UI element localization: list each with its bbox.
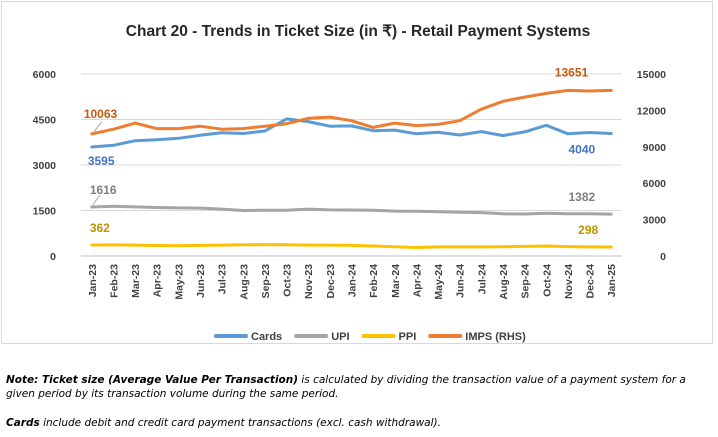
x-tick-label: Aug-23 (238, 264, 250, 300)
note-cards: Cards include debit and credit card paym… (6, 416, 712, 430)
x-tick-label: Jan-24 (347, 264, 359, 297)
x-tick-label: Sep-24 (520, 264, 532, 299)
data-label-start: 1616 (90, 183, 117, 197)
data-label-end: 298 (578, 223, 598, 237)
data-label-end: 4040 (568, 142, 595, 156)
x-tick-label: May-23 (173, 264, 185, 300)
x-tick-label: Dec-23 (325, 264, 337, 299)
legend-label-ppi: PPI (399, 331, 417, 343)
legend-label-cards: Cards (251, 331, 282, 343)
legend-label-imps-rhs: IMPS (RHS) (465, 331, 526, 343)
y-right-tick-label: 6000 (643, 178, 667, 190)
y-left-tick-label: 6000 (33, 69, 57, 81)
axes: 0 1500 3000 4500 6000 0 3000 6000 9000 12000 15000… (33, 69, 667, 300)
x-tick-label: Nov-24 (563, 264, 575, 299)
data-label-end: 13651 (555, 65, 589, 79)
x-tick-label: Oct-24 (541, 264, 553, 297)
x-tick-label: Nov-23 (303, 264, 315, 299)
chart-title: Chart 20 - Trends in Ticket Size (in ₹) … (126, 23, 590, 40)
x-tick-label: Jun-24 (455, 264, 467, 298)
leader-line (92, 194, 101, 206)
y-right-tick-label: 0 (660, 251, 666, 263)
data-label-start: 3595 (88, 154, 115, 168)
data-label-start: 10063 (84, 107, 118, 121)
note-cards-text: include debit and credit card payment tr… (39, 417, 441, 429)
legend: Cards UPI PPI IMPS (RHS) (214, 331, 526, 343)
chart-container: Chart 20 - Trends in Ticket Size (in ₹) … (1, 1, 713, 344)
legend-label-upi: UPI (331, 331, 349, 343)
data-label-start: 362 (90, 221, 110, 235)
x-tick-label: Mar-24 (390, 264, 402, 298)
y-right-tick-label: 15000 (637, 69, 666, 81)
data-label-end: 1382 (568, 190, 595, 204)
x-tick-label: Feb-23 (108, 264, 120, 298)
x-tick-label: Jan-25 (606, 264, 618, 297)
x-tick-label: Apr-24 (411, 264, 423, 297)
note-ticket-size: Note: Ticket size (Average Value Per Tra… (6, 373, 712, 401)
x-tick-label: Feb-24 (368, 264, 380, 298)
x-tick-label: May-24 (433, 264, 445, 300)
y-left-tick-label: 3000 (33, 160, 57, 172)
y-right-tick-label: 3000 (643, 215, 667, 227)
leader-line (93, 121, 103, 133)
y-right-tick-label: 12000 (637, 105, 666, 117)
x-tick-label: Jul-24 (476, 264, 488, 295)
series-line-cards (90, 117, 613, 149)
y-left-tick-label: 1500 (33, 206, 57, 218)
series-line-ppi (90, 243, 613, 249)
data-labels: 3595 4040 1616 1382 362 298 10063 13651 (84, 65, 599, 237)
series-line-imps-rhs (90, 88, 613, 136)
x-tick-label: Jan-23 (87, 264, 99, 297)
note-ticket-size-prefix: Note: Ticket size (Average Value Per Tra… (6, 374, 299, 386)
x-tick-label: Aug-24 (498, 264, 510, 300)
x-tick-label: Mar-23 (130, 264, 142, 298)
x-tick-label: Jun-23 (195, 264, 207, 298)
x-tick-label: Dec-24 (585, 264, 597, 299)
line-chart: Chart 20 - Trends in Ticket Size (in ₹) … (33, 23, 667, 343)
x-tick-label: Oct-23 (282, 264, 294, 297)
y-left-tick-label: 4500 (33, 115, 57, 127)
series-lines (90, 88, 613, 249)
series-line-upi (90, 204, 613, 216)
note-cards-prefix: Cards (6, 417, 40, 429)
x-tick-label: Apr-23 (152, 264, 164, 297)
y-left-tick-label: 0 (50, 251, 56, 263)
x-tick-label: Sep-23 (260, 264, 272, 299)
note-ticket-size-text: is calculated by dividing the transactio… (6, 374, 686, 400)
y-right-tick-label: 9000 (643, 142, 667, 154)
x-tick-label: Jul-23 (217, 264, 229, 295)
